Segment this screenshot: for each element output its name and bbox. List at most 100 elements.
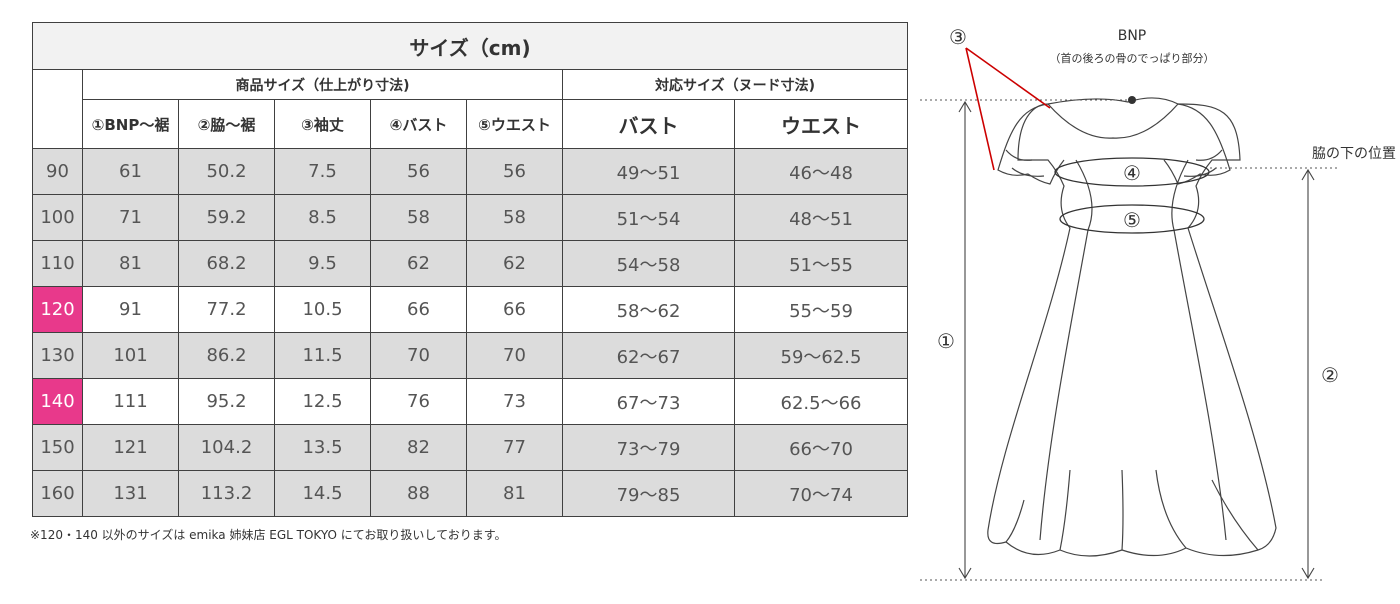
bust-ellipse bbox=[1054, 157, 1210, 187]
dress-outline bbox=[987, 97, 1277, 557]
size-label-cell: 100 bbox=[32, 194, 83, 241]
table-row: 90 61 50.2 7.5 56 56 49～51 46～48 bbox=[32, 148, 908, 195]
table-cell: 10.5 bbox=[274, 286, 371, 333]
table-cell: 66 bbox=[466, 286, 563, 333]
right-sleeve bbox=[1163, 103, 1231, 185]
table-cell: 55～59 bbox=[734, 286, 908, 333]
size-label-cell: 120 bbox=[32, 286, 83, 333]
table-cell: 104.2 bbox=[178, 424, 275, 471]
bnp-note: （首の後ろの骨のでっぱり部分） bbox=[1050, 51, 1215, 65]
bodice-seam-left bbox=[1039, 159, 1093, 541]
marker-2: ② bbox=[1321, 363, 1339, 387]
table-cell: 14.5 bbox=[274, 470, 371, 517]
size-label-cell: 150 bbox=[32, 424, 83, 471]
table-cell: 13.5 bbox=[274, 424, 371, 471]
table-cell: 77.2 bbox=[178, 286, 275, 333]
size-label-cell: 140 bbox=[32, 378, 83, 425]
table-cell: 50.2 bbox=[178, 148, 275, 195]
group-header-body: 対応サイズ（ヌード寸法) bbox=[562, 69, 908, 100]
table-cell: 86.2 bbox=[178, 332, 275, 379]
table-cell: 62～67 bbox=[562, 332, 735, 379]
table-cell: 73～79 bbox=[562, 424, 735, 471]
table-row: 110 81 68.2 9.5 62 62 54～58 51～55 bbox=[32, 240, 908, 287]
underarm-label: 脇の下の位置 bbox=[1312, 146, 1396, 162]
table-cell: 131 bbox=[82, 470, 179, 517]
col-header-side-hem: ②脇～裾 bbox=[178, 99, 275, 149]
table-row: 150 121 104.2 13.5 82 77 73～79 66～70 bbox=[32, 424, 908, 471]
table-cell: 7.5 bbox=[274, 148, 371, 195]
table-cell: 62 bbox=[466, 240, 563, 287]
marker-1: ① bbox=[937, 329, 955, 353]
bnp-dot bbox=[1128, 96, 1136, 104]
table-cell: 70～74 bbox=[734, 470, 908, 517]
table-cell: 58 bbox=[466, 194, 563, 241]
dress-diagram: BNP （首の後ろの骨のでっぱり部分） 脇の下の位置 ① ② ③ ④ ⑤ bbox=[920, 25, 1396, 581]
col-header-bnp-hem: ①BNP～裾 bbox=[82, 99, 179, 149]
table-cell: 71 bbox=[82, 194, 179, 241]
sleeve-pointer bbox=[965, 47, 1051, 171]
table-cell: 68.2 bbox=[178, 240, 275, 287]
table-cell: 51～54 bbox=[562, 194, 735, 241]
footnote: ※120・140 以外のサイズは emika 姉妹店 EGL TOKYO にてお… bbox=[30, 528, 507, 542]
size-label-cell: 160 bbox=[32, 470, 83, 517]
table-cell: 66 bbox=[370, 286, 467, 333]
table-cell: 59～62.5 bbox=[734, 332, 908, 379]
table-cell: 81 bbox=[82, 240, 179, 287]
table-cell: 48～51 bbox=[734, 194, 908, 241]
table-cell: 58 bbox=[370, 194, 467, 241]
table-cell: 61 bbox=[82, 148, 179, 195]
table-title: サイズ（cm) bbox=[32, 22, 908, 70]
marker-3: ③ bbox=[949, 25, 967, 49]
left-sleeve-ruffle bbox=[1005, 149, 1045, 177]
left-sleeve bbox=[997, 103, 1065, 185]
right-sleeve-ruffle bbox=[1183, 149, 1223, 177]
bodice-seam-right bbox=[1171, 159, 1227, 541]
table-cell: 54～58 bbox=[562, 240, 735, 287]
table-cell: 49～51 bbox=[562, 148, 735, 195]
table-cell: 121 bbox=[82, 424, 179, 471]
size-table: サイズ（cm) 商品サイズ（仕上がり寸法) 対応サイズ（ヌード寸法) ①BNP～… bbox=[32, 22, 908, 517]
table-cell: 76 bbox=[370, 378, 467, 425]
table-cell: 73 bbox=[466, 378, 563, 425]
col-header-waist: ⑤ウエスト bbox=[466, 99, 563, 149]
col-header-nude-waist: ウエスト bbox=[734, 99, 908, 149]
table-cell: 81 bbox=[466, 470, 563, 517]
table-row: 100 71 59.2 8.5 58 58 51～54 48～51 bbox=[32, 194, 908, 241]
table-cell: 51～55 bbox=[734, 240, 908, 287]
group-header-product: 商品サイズ（仕上がり寸法) bbox=[82, 69, 563, 100]
table-cell: 8.5 bbox=[274, 194, 371, 241]
table-cell: 9.5 bbox=[274, 240, 371, 287]
col-header-nude-bust: バスト bbox=[562, 99, 735, 149]
waist-ellipse bbox=[1059, 204, 1205, 234]
table-cell: 56 bbox=[466, 148, 563, 195]
table-cell: 111 bbox=[82, 378, 179, 425]
table-cell: 82 bbox=[370, 424, 467, 471]
table-cell: 77 bbox=[466, 424, 563, 471]
table-cell: 70 bbox=[370, 332, 467, 379]
table-cell: 62.5～66 bbox=[734, 378, 908, 425]
col-header-sleeve: ③袖丈 bbox=[274, 99, 371, 149]
table-cell: 101 bbox=[82, 332, 179, 379]
table-cell: 70 bbox=[466, 332, 563, 379]
table-row: 160 131 113.2 14.5 88 81 79～85 70～74 bbox=[32, 470, 908, 517]
table-cell: 91 bbox=[82, 286, 179, 333]
size-label-cell: 90 bbox=[32, 148, 83, 195]
size-label-cell: 130 bbox=[32, 332, 83, 379]
bnp-label: BNP bbox=[1118, 28, 1147, 44]
marker-4: ④ bbox=[1123, 161, 1141, 185]
table-row: 120 91 77.2 10.5 66 66 58～62 55～59 bbox=[32, 286, 908, 333]
table-row: 140 111 95.2 12.5 76 73 67～73 62.5～66 bbox=[32, 378, 908, 425]
table-cell: 66～70 bbox=[734, 424, 908, 471]
table-cell: 59.2 bbox=[178, 194, 275, 241]
neckline bbox=[1047, 103, 1179, 139]
table-cell: 58～62 bbox=[562, 286, 735, 333]
table-cell: 62 bbox=[370, 240, 467, 287]
size-label-cell: 110 bbox=[32, 240, 83, 287]
table-cell: 56 bbox=[370, 148, 467, 195]
table-row: 130 101 86.2 11.5 70 70 62～67 59～62.5 bbox=[32, 332, 908, 379]
table-cell: 88 bbox=[370, 470, 467, 517]
table-cell: 113.2 bbox=[178, 470, 275, 517]
col-header-bust: ④バスト bbox=[370, 99, 467, 149]
blank-header-cell bbox=[32, 69, 83, 149]
table-cell: 11.5 bbox=[274, 332, 371, 379]
